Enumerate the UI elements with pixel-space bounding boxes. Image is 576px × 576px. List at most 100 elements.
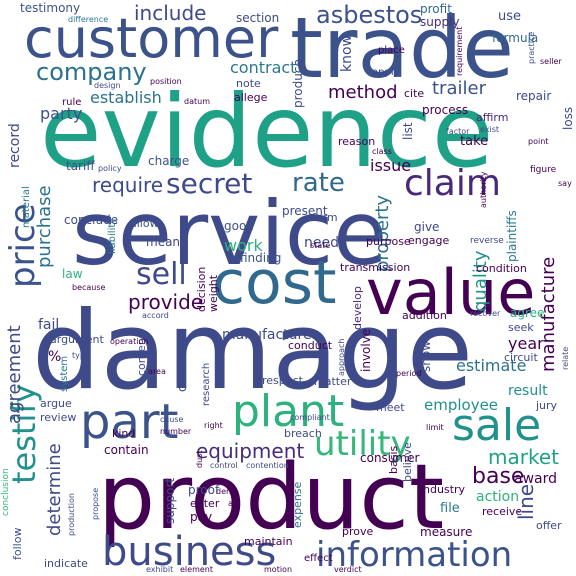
word-design: design [94, 81, 121, 90]
word-party: party [40, 104, 83, 123]
word-transmission: transmission [340, 261, 411, 274]
word-system: system [59, 355, 70, 392]
word-requirement: requirement [455, 26, 464, 76]
word-receive: receive [482, 505, 523, 518]
word-give: give [414, 220, 440, 234]
word-say: say [558, 179, 572, 188]
word-trailer: trailer [432, 78, 486, 99]
word-contain: contain [104, 443, 149, 457]
word-provide: provide [128, 290, 204, 314]
word-evidence: evidence [40, 73, 494, 190]
word-work: work [224, 236, 263, 255]
word-review: review [40, 411, 77, 424]
word-secret: secret [166, 167, 253, 200]
word-year: year [508, 334, 544, 353]
word-follow: follow [11, 527, 24, 560]
word-state: state [310, 241, 331, 250]
word-result: result [508, 383, 548, 399]
word-process: process [422, 103, 469, 117]
word-market: market [488, 445, 559, 469]
word-difference: difference [68, 15, 109, 24]
word-include: include [134, 1, 207, 25]
word-utility: utility [314, 424, 411, 464]
word-practice: practice [527, 31, 536, 64]
word-record: record [7, 123, 23, 168]
word-exist: exist [480, 125, 500, 134]
word-supply: supply [420, 15, 460, 29]
word-argue: argue [40, 397, 72, 410]
word-type: type [72, 351, 90, 360]
word-material: material [21, 186, 32, 228]
word-estimate: estimate [456, 356, 527, 375]
word-action: action [476, 489, 520, 505]
word-conclusion: conclusion [1, 468, 11, 516]
word-value: value [366, 256, 536, 329]
word-use: use [498, 9, 522, 24]
word-good: good [224, 219, 254, 233]
word-service: service [72, 182, 388, 285]
word-research: research [201, 362, 212, 406]
word-decision: decision [195, 266, 208, 312]
word-conclude: conclude [64, 213, 119, 227]
word-prove: prove [342, 525, 374, 538]
word-know: know [339, 35, 355, 72]
word-part: part [80, 394, 179, 450]
word-datum: datum [184, 97, 210, 106]
word-formula: formula [492, 31, 539, 45]
word-control: control [210, 461, 238, 470]
word-determine: determine [44, 443, 65, 536]
word-produce: produce [291, 59, 305, 108]
word-consumer: consumer [360, 451, 420, 465]
word-weight: weight [207, 274, 220, 312]
word-conduct: conduct [288, 339, 333, 352]
word-sell: sell [136, 257, 187, 292]
word-claim: claim [404, 163, 501, 204]
word-award: award [514, 471, 558, 487]
word-reason: reason [338, 135, 376, 148]
word-liability: liability [107, 217, 118, 254]
word-employee: employee [424, 396, 499, 414]
word-rate: rate [292, 168, 345, 198]
word-manufacturer: manufacturer [222, 327, 318, 343]
word-position: position [150, 77, 182, 86]
word-agree: agree [510, 306, 545, 320]
word-limit: limit [426, 423, 444, 432]
word-allege: allege [234, 91, 268, 104]
word-place: place [378, 45, 405, 56]
word-rule: rule [62, 97, 82, 108]
word-quality: quality [470, 250, 491, 312]
word-reverse: reverse [470, 236, 504, 246]
word-period: period [396, 369, 422, 378]
word-number: number [160, 427, 192, 436]
word-agreement: agreement [4, 325, 25, 424]
word-contention: contention [246, 461, 289, 470]
word-file: file [440, 501, 460, 516]
word-cost: cost [212, 248, 337, 318]
word-accord: accord [142, 311, 169, 320]
word-consider: consider [175, 340, 189, 392]
word-approach: approach [337, 338, 346, 376]
word-loss: loss [561, 106, 575, 130]
word-repair: repair [516, 89, 552, 103]
word-authority: authority [479, 171, 488, 208]
word-seller: seller [540, 57, 562, 66]
word-develop: develop [351, 286, 364, 330]
word-company: company [36, 58, 147, 86]
word-policy: policy [98, 164, 122, 173]
word-condition: condition [476, 262, 527, 275]
word-contract: contract [230, 58, 297, 77]
word-proof: proof [188, 483, 220, 497]
word-indicate: indicate [44, 557, 88, 570]
word-relate: relate [561, 346, 570, 370]
word-establish: establish [90, 88, 162, 107]
word-fail: fail [38, 317, 60, 333]
word-cause: cause [160, 415, 184, 424]
word-factor: factor [446, 127, 470, 136]
word-percent: % [48, 349, 62, 365]
word-matter: matter [314, 375, 352, 388]
word-base: base [472, 464, 525, 489]
word-element: element [180, 565, 213, 574]
word-apply: apply [372, 67, 400, 78]
word-meet: meet [376, 401, 405, 414]
